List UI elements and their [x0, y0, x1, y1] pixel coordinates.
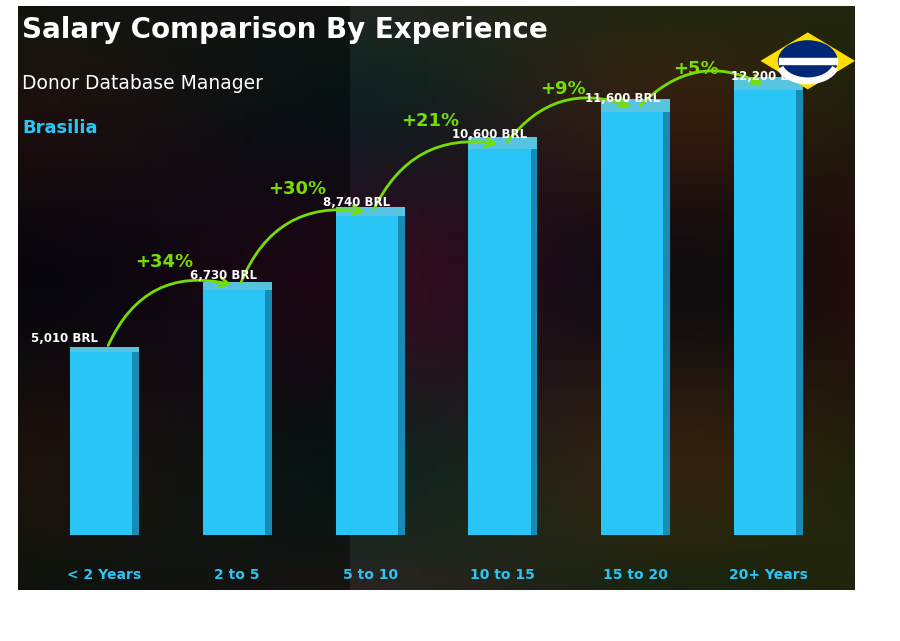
Bar	[336, 207, 405, 217]
Text: 5 to 10: 5 to 10	[343, 568, 398, 582]
Text: 6,730 BRL: 6,730 BRL	[191, 269, 257, 283]
Bar	[336, 217, 398, 535]
Text: 11,600 BRL: 11,600 BRL	[585, 92, 660, 105]
Bar	[531, 149, 537, 535]
Bar	[601, 99, 670, 112]
Bar	[70, 347, 139, 353]
Text: < 2 Years: < 2 Years	[68, 568, 141, 582]
Text: salary: salary	[346, 615, 399, 629]
Bar	[70, 353, 132, 535]
Text: 5,010 BRL: 5,010 BRL	[31, 332, 98, 345]
Text: 15 to 20: 15 to 20	[603, 568, 668, 582]
Bar	[734, 77, 803, 90]
Text: +9%: +9%	[540, 79, 586, 97]
Bar	[398, 217, 405, 535]
Text: explorer.com: explorer.com	[408, 615, 508, 629]
Text: +5%: +5%	[673, 60, 718, 78]
Bar	[18, 6, 350, 590]
Circle shape	[778, 41, 837, 81]
Bar	[663, 112, 670, 535]
Bar	[778, 58, 837, 63]
Bar	[202, 290, 265, 535]
Bar	[734, 90, 796, 535]
Bar	[796, 90, 803, 535]
Text: Brasilia: Brasilia	[22, 119, 98, 137]
Bar	[265, 290, 272, 535]
Bar	[601, 112, 663, 535]
Text: +30%: +30%	[268, 180, 326, 198]
Text: 20+ Years: 20+ Years	[729, 568, 808, 582]
Text: 8,740 BRL: 8,740 BRL	[323, 196, 391, 209]
Text: +21%: +21%	[400, 112, 459, 130]
Text: 10 to 15: 10 to 15	[471, 568, 536, 582]
Bar	[468, 137, 537, 149]
Text: 10,600 BRL: 10,600 BRL	[452, 128, 527, 141]
Text: Average Monthly Salary: Average Monthly Salary	[878, 295, 889, 410]
Bar	[202, 282, 272, 290]
Text: 2 to 5: 2 to 5	[214, 568, 260, 582]
Bar	[132, 353, 139, 535]
Bar	[468, 149, 531, 535]
Text: +34%: +34%	[135, 253, 194, 271]
Text: Donor Database Manager: Donor Database Manager	[22, 74, 264, 93]
Polygon shape	[760, 33, 855, 89]
Text: 12,200 BRL: 12,200 BRL	[731, 70, 806, 83]
Text: Salary Comparison By Experience: Salary Comparison By Experience	[22, 16, 548, 44]
